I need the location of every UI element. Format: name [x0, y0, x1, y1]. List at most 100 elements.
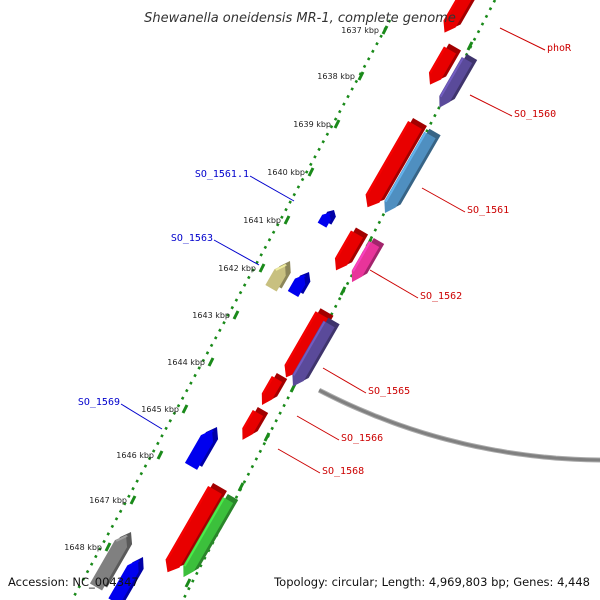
gene-label[interactable]: SO_1566 — [341, 433, 383, 444]
label-leader-line — [499, 27, 546, 51]
gene-label[interactable]: phoR — [547, 43, 572, 54]
gene-feature-highlight — [292, 320, 326, 376]
gene-feature-highlight — [242, 410, 255, 430]
gene-feature-face — [439, 57, 473, 108]
backbone-layer — [317, 387, 600, 463]
gene-feature[interactable] — [351, 238, 385, 283]
gene-feature[interactable] — [287, 272, 311, 298]
gene-feature-highlight — [295, 274, 306, 281]
backbone-arc — [318, 388, 600, 462]
gene-feature[interactable] — [443, 0, 483, 33]
gene-feature-face — [351, 241, 380, 283]
gene-feature-highlight — [384, 131, 427, 203]
tick-mark — [357, 71, 365, 81]
gene-feature-face — [443, 0, 472, 33]
gene-feature-highlight — [352, 241, 371, 272]
gene-feature-highlight — [262, 376, 274, 395]
label-leader-line — [213, 239, 260, 266]
tick-label: 1647 kbp — [89, 496, 127, 505]
gene-feature[interactable] — [292, 317, 340, 387]
backbone-arc-shadow — [317, 387, 600, 463]
gene-feature-highlight — [366, 121, 411, 196]
tick-mark — [232, 310, 240, 320]
tick-label: 1646 kbp — [116, 451, 154, 460]
gene-label[interactable]: SO_1561.1 — [195, 169, 249, 180]
gene-feature-face — [183, 497, 234, 578]
tick-label: 1638 kbp — [317, 72, 355, 81]
tick-mark-right — [237, 482, 245, 492]
tick-mark — [181, 404, 189, 414]
gene-label[interactable]: SO_1562 — [420, 291, 462, 302]
gene-label[interactable]: SO_1560 — [514, 109, 556, 120]
tick-label: 1639 kbp — [293, 120, 331, 129]
gene-feature[interactable] — [317, 210, 336, 228]
gene-feature[interactable] — [183, 494, 239, 578]
gene-label[interactable]: SO_1561 — [467, 205, 509, 216]
gene-feature-face — [365, 121, 422, 208]
label-leader-line — [277, 448, 321, 474]
gene-feature-face — [384, 131, 436, 213]
accession-text: Accession: NC_004347 — [8, 575, 139, 589]
gene-label[interactable]: SO_1568 — [322, 466, 364, 477]
gene-feature-highlight — [335, 230, 354, 260]
gene-feature-face — [317, 213, 331, 228]
tick-mark — [258, 263, 266, 273]
tick-mark-right — [263, 432, 271, 442]
gene-feature[interactable] — [439, 54, 478, 108]
tick-label: 1637 kbp — [341, 26, 379, 35]
tick-label: 1641 kbp — [243, 216, 281, 225]
label-layer: phoR SO_1560 SO_1561 SO_1562 SO_1565 SO_1566 S… — [78, 27, 572, 477]
gene-feature[interactable] — [108, 557, 144, 600]
tick-mark — [381, 25, 389, 35]
gene-feature-face — [184, 430, 214, 470]
gene-feature[interactable] — [261, 373, 288, 405]
gene-feature-highlight — [323, 212, 331, 217]
tick-mark — [283, 215, 291, 225]
label-leader-line — [249, 175, 295, 202]
gene-label[interactable]: SO_1569 — [78, 397, 120, 408]
tick-mark-right — [184, 578, 192, 588]
tick-label: 1644 kbp — [167, 358, 205, 367]
tick-mark — [129, 495, 137, 505]
gene-feature-face — [165, 486, 222, 573]
tick-mark — [307, 167, 315, 177]
gene-feature[interactable] — [365, 118, 427, 208]
gene-feature-highlight — [183, 497, 225, 567]
label-leader-line — [469, 94, 513, 117]
gene-label[interactable]: SO_1563 — [171, 233, 213, 244]
gene-feature-highlight — [439, 57, 464, 98]
gene-feature[interactable] — [165, 483, 227, 573]
tick-mark-right — [339, 286, 347, 296]
gene-feature[interactable] — [242, 407, 269, 440]
gene-feature-face — [334, 230, 364, 271]
gene-feature-face — [287, 275, 306, 298]
gene-feature-face — [89, 535, 128, 591]
label-leader-line — [296, 415, 340, 441]
gene-feature-highlight — [284, 311, 318, 367]
topology-text: Topology: circular; Length: 4,969,803 bp… — [273, 575, 590, 589]
gene-feature-highlight — [201, 429, 214, 437]
gene-feature-face — [242, 410, 264, 440]
gene-feature-highlight — [166, 486, 211, 561]
gene-feature-face — [265, 264, 286, 292]
gene-feature[interactable] — [428, 43, 462, 85]
gene-feature[interactable] — [184, 427, 219, 470]
gene-feature[interactable] — [384, 128, 441, 213]
tick-mark-right — [466, 41, 474, 51]
gene-feature[interactable] — [334, 227, 369, 271]
gene-feature-highlight — [429, 46, 447, 74]
label-leader-line — [322, 367, 367, 394]
tick-label: 1645 kbp — [141, 405, 179, 414]
tick-mark — [333, 119, 341, 129]
gene-label[interactable]: SO_1565 — [368, 386, 410, 397]
gene-feature[interactable] — [89, 532, 133, 591]
tick-mark — [207, 357, 215, 367]
gene-feature-face — [108, 560, 139, 600]
gene-feature[interactable] — [265, 261, 291, 292]
gene-feature-face — [292, 320, 335, 387]
tick-label: 1648 kbp — [64, 543, 102, 552]
gene-feature-face — [284, 311, 329, 378]
gene-feature-highlight — [443, 0, 459, 22]
feature-layer — [89, 0, 483, 600]
